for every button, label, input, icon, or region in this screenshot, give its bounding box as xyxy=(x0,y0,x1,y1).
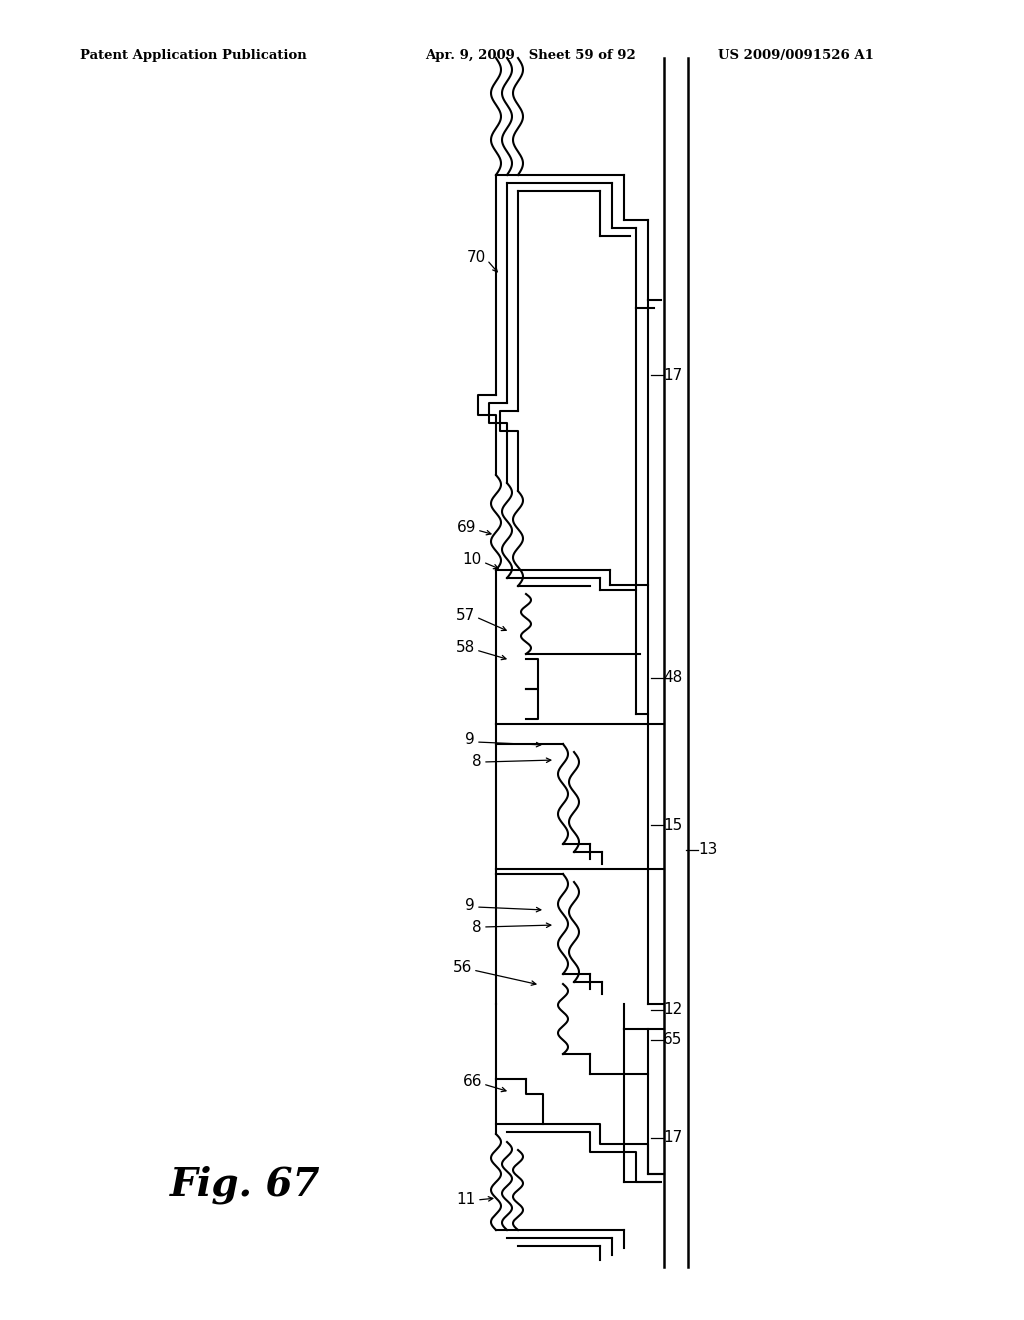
Text: 65: 65 xyxy=(663,1032,682,1048)
Text: 9: 9 xyxy=(465,733,475,747)
Text: 11: 11 xyxy=(457,1192,476,1208)
Text: 58: 58 xyxy=(456,640,475,656)
Text: 56: 56 xyxy=(453,961,472,975)
Text: 9: 9 xyxy=(465,898,475,912)
Text: 8: 8 xyxy=(472,755,482,770)
Text: 17: 17 xyxy=(663,367,682,383)
Text: 8: 8 xyxy=(472,920,482,935)
Text: Apr. 9, 2009   Sheet 59 of 92: Apr. 9, 2009 Sheet 59 of 92 xyxy=(425,49,636,62)
Text: 66: 66 xyxy=(463,1074,482,1089)
Text: 57: 57 xyxy=(456,607,475,623)
Text: 10: 10 xyxy=(463,553,482,568)
Text: 15: 15 xyxy=(663,817,682,833)
Text: 13: 13 xyxy=(698,842,718,858)
Text: 12: 12 xyxy=(663,1002,682,1018)
Text: 17: 17 xyxy=(663,1130,682,1146)
Text: 69: 69 xyxy=(457,520,476,536)
Text: US 2009/0091526 A1: US 2009/0091526 A1 xyxy=(718,49,873,62)
Text: Patent Application Publication: Patent Application Publication xyxy=(80,49,307,62)
Text: 48: 48 xyxy=(663,671,682,685)
Text: Fig. 67: Fig. 67 xyxy=(170,1166,321,1204)
Text: 70: 70 xyxy=(467,251,486,265)
